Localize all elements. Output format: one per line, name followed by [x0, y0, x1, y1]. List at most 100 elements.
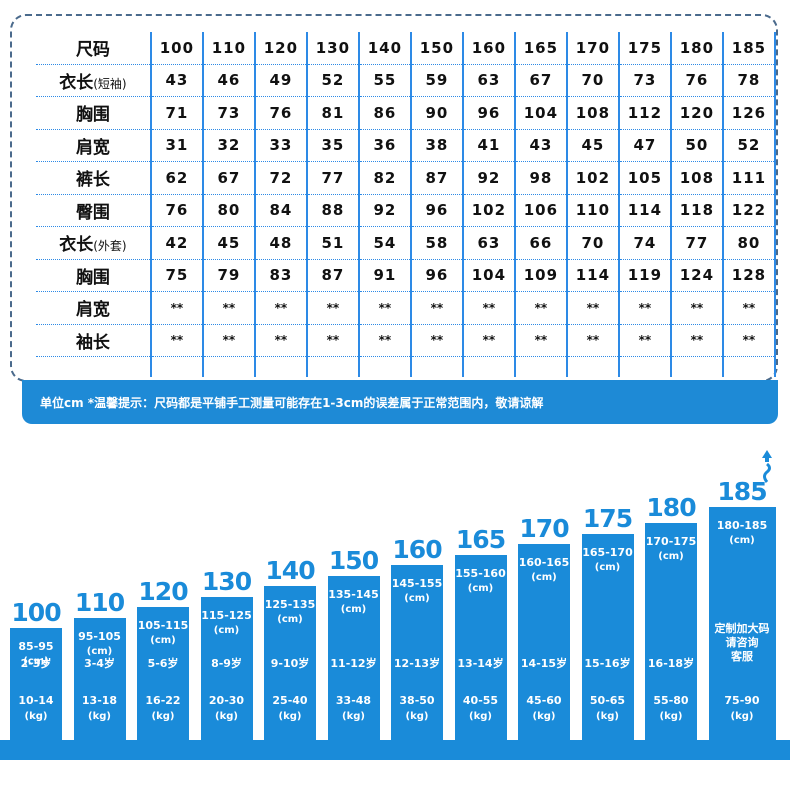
table-cell: 52 — [306, 64, 360, 97]
bar-weight: 13-18 — [81, 694, 118, 707]
size-bar: 95-105 (cm) 3-4岁 13-18 (kg) — [73, 617, 126, 742]
table-cell: ** — [462, 291, 516, 325]
bar-weight-unit: (kg) — [532, 711, 556, 722]
row-label: 肩宽 — [36, 129, 152, 162]
table-cell: 52 — [722, 129, 777, 162]
bar-weight-unit: (kg) — [469, 711, 492, 722]
size-bar: 85-95 (cm) 2-3岁 10-14 (kg) — [10, 628, 62, 742]
table-cell: 72 — [254, 161, 308, 195]
table-cell: ** — [722, 291, 777, 325]
size-header-cell: 160 — [462, 32, 516, 65]
bar-size-label: 130 — [201, 566, 252, 596]
bar-size-label: 175 — [582, 503, 633, 533]
bar-size-label: 165 — [455, 524, 506, 554]
table-cell: 96 — [410, 194, 464, 227]
table-cell: ** — [202, 324, 256, 357]
table-cell: 80 — [202, 194, 256, 227]
header-label: 尺码 — [36, 32, 152, 65]
table-cell: 104 — [462, 259, 516, 292]
spacer-cell — [306, 356, 360, 377]
row-label: 肩宽 — [36, 291, 152, 325]
table-cell: 38 — [410, 129, 464, 162]
row-label-text: 裤长 — [75, 170, 110, 191]
table-cell: 110 — [566, 194, 620, 227]
row-label-sub: (外套) — [93, 239, 127, 254]
table-cell: ** — [306, 324, 360, 357]
row-label: 衣长(短袖) — [36, 64, 152, 97]
row-label-text: 臀围 — [75, 202, 110, 223]
spacer-cell — [566, 356, 620, 377]
bar-age: 11-12岁 — [330, 657, 377, 670]
table-cell: 35 — [306, 129, 360, 162]
table-cell: 46 — [202, 64, 256, 97]
bar-age: 2-3岁 — [20, 657, 52, 670]
size-bar: 125-135 (cm) 9-10岁 25-40 (kg) — [264, 586, 316, 742]
table-cell: 59 — [410, 64, 464, 97]
table-cell: 79 — [202, 259, 256, 292]
table-cell: 50 — [670, 129, 724, 162]
size-header-cell: 110 — [202, 32, 256, 65]
table-cell: 66 — [514, 226, 568, 260]
table-cell: 62 — [150, 161, 204, 195]
bar-height-unit: (cm) — [86, 645, 113, 657]
table-cell: 33 — [254, 129, 308, 162]
table-cell: 43 — [514, 129, 568, 162]
table-row: 胸围 71 73 76 81 86 90 96 104 108 112 120 126 — [36, 96, 777, 130]
table-cell: 90 — [410, 96, 464, 130]
table-cell: 76 — [670, 64, 724, 97]
row-label-text: 肩宽 — [75, 300, 110, 321]
bar-size-label: 150 — [328, 545, 379, 575]
size-bar: 165-170 (cm) 15-16岁 50-65 (kg) — [581, 533, 634, 742]
table-cell: 91 — [358, 259, 412, 292]
table-cell: 31 — [150, 129, 204, 162]
bar-weight: 25-40 — [272, 694, 308, 707]
table-cell: ** — [618, 324, 672, 357]
table-cell: 74 — [618, 226, 672, 260]
table-cell: 42 — [150, 226, 204, 260]
size-header-cell: 165 — [514, 32, 568, 65]
bar-height-unit: (cm) — [277, 614, 303, 625]
bar-height-unit: (cm) — [594, 561, 621, 573]
bar-height-unit: (cm) — [531, 572, 557, 583]
table-cell: 36 — [358, 129, 412, 162]
table-cell: 51 — [306, 226, 360, 260]
bar-height-range: 145-155 — [391, 577, 443, 590]
row-label-sub: (短袖) — [93, 76, 127, 91]
table-row: 胸围 75 79 83 87 91 96 104 109 114 119 124 128 — [36, 259, 777, 292]
table-cell: ** — [566, 291, 620, 325]
table-cell: 47 — [618, 129, 672, 162]
spacer-cell — [670, 356, 724, 377]
table-cell: 102 — [566, 161, 620, 195]
bar-age: 16-18岁 — [647, 657, 695, 670]
row-label-text: 衣长 — [59, 235, 94, 256]
size-header-cell: 170 — [566, 32, 620, 65]
bar-height-range: 160-165 — [518, 556, 570, 569]
bar-weight: 38-50 — [399, 694, 435, 707]
size-bar: 170-175 (cm) 16-18岁 55-80 (kg) — [645, 523, 697, 742]
table-cell: ** — [202, 291, 256, 325]
table-cell: ** — [462, 324, 516, 357]
size-header-cell: 130 — [306, 32, 360, 65]
table-row: 衣长(外套) 42 45 48 51 54 58 63 66 70 74 77 80 — [36, 226, 777, 260]
size-header-cell: 180 — [670, 32, 724, 65]
table-cell: 96 — [410, 259, 464, 292]
table-cell: 105 — [618, 161, 672, 195]
row-label: 裤长 — [36, 161, 152, 195]
table-cell: 122 — [722, 194, 777, 227]
table-cell: 98 — [514, 161, 568, 195]
table-cell: 81 — [306, 96, 360, 130]
bar-height-unit: (cm) — [23, 656, 49, 667]
table-cell: 108 — [670, 161, 724, 195]
table-cell: 108 — [566, 96, 620, 130]
table-cell: 75 — [150, 259, 204, 292]
size-header-cell: 120 — [254, 32, 308, 65]
spacer-cell — [462, 356, 516, 377]
row-label-text: 胸围 — [75, 267, 110, 288]
bar-weight: 10-14 — [18, 694, 54, 707]
table-cell: 43 — [150, 64, 204, 97]
table-cell: 128 — [722, 259, 777, 292]
table-cell: ** — [514, 324, 568, 357]
up-arrow-icon — [762, 450, 772, 483]
table-cell: 67 — [202, 161, 256, 195]
bar-age: 9-10岁 — [270, 657, 310, 670]
